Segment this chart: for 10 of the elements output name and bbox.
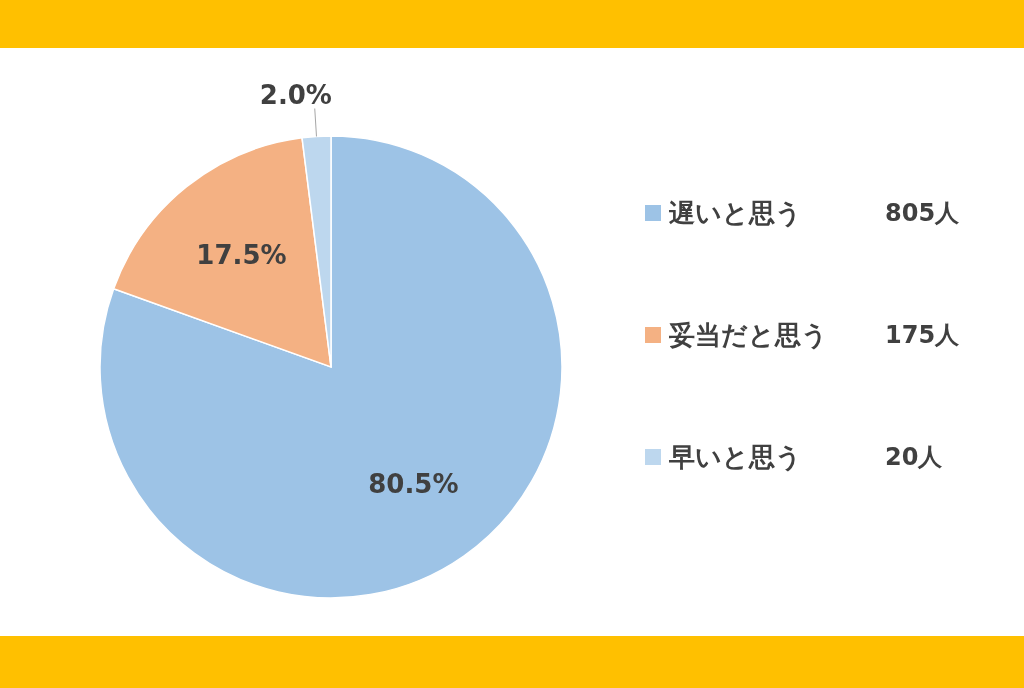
data-label: 2.0% xyxy=(259,79,332,110)
pie-slice xyxy=(99,135,563,599)
legend-label: 早いと思う xyxy=(668,442,802,472)
legend-label: 妥当だと思う xyxy=(668,320,828,350)
legend-label: 遅いと思う xyxy=(668,198,802,228)
text: 175人 xyxy=(885,321,961,349)
text: 805人 xyxy=(885,199,961,227)
text: 20人 xyxy=(885,443,944,471)
data-label: 17.5% xyxy=(196,240,287,271)
data-label: 80.5% xyxy=(368,469,459,500)
